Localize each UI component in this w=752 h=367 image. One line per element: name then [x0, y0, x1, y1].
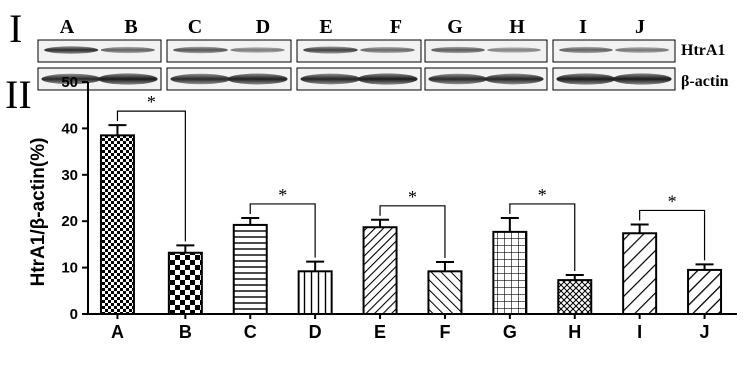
- x-tick-label-h: H: [568, 322, 581, 342]
- blot-box-htra1-5: [552, 39, 676, 63]
- blot-lane-label-a: A: [60, 16, 75, 38]
- y-tick-label-50: 50: [61, 74, 78, 91]
- bar-d: [297, 270, 333, 316]
- blot-lane-label-f: F: [390, 16, 402, 38]
- blot-band-htra1-h: [487, 47, 541, 53]
- y-tick-label-20: 20: [61, 213, 78, 230]
- blot-box-htra1-1: [37, 39, 162, 63]
- blot-band-htra1-i: [559, 46, 613, 54]
- blot-lane-label-j: J: [635, 16, 645, 38]
- x-tick-label-a: A: [111, 322, 124, 342]
- blot-band-htra1-b: [100, 46, 155, 54]
- blot-lane-label-i: I: [579, 16, 587, 38]
- y-tick-label-0: 0: [70, 306, 78, 323]
- x-tick-label-g: G: [503, 322, 517, 342]
- blot-band-actin-d: [227, 73, 288, 85]
- blot-band-htra1-f: [360, 47, 415, 53]
- significance-label-2: *: [278, 185, 287, 205]
- bar-chart: 0 10 20 30 40 50 A B C D E F G H I J * * * * *: [61, 74, 737, 342]
- blot-band-htra1-a: [44, 46, 99, 54]
- blot-panel: A B C D E F G H I J: [37, 16, 676, 91]
- significance-bracket-4: [509, 203, 576, 272]
- x-tick-label-j: J: [700, 322, 710, 342]
- y-axis-label: HtrA1/β-actin(%): [28, 138, 49, 287]
- blot-row-label-htra1: HtrA1: [681, 42, 725, 59]
- y-tick-label-30: 30: [61, 167, 78, 184]
- x-tick-label-d: D: [309, 322, 322, 342]
- bar-e: [362, 226, 398, 315]
- blot-band-actin-i: [556, 73, 616, 85]
- panel-label-blot: I: [9, 6, 22, 51]
- blot-band-htra1-d: [230, 47, 285, 53]
- panel-label-chart: II: [5, 72, 32, 117]
- blot-box-htra1-3: [296, 39, 422, 63]
- significance-bracket-5: [639, 209, 706, 261]
- significance-bracket-1: [116, 110, 186, 242]
- blot-box-htra1-2: [166, 39, 292, 63]
- blot-band-actin-g: [428, 73, 488, 85]
- bar-i: [622, 232, 658, 316]
- blot-band-actin-e: [300, 73, 361, 85]
- blot-lane-label-h: H: [509, 16, 525, 38]
- x-tick-label-f: F: [439, 322, 450, 342]
- blot-box-htra1-4: [424, 39, 548, 63]
- bar-c: [232, 223, 268, 315]
- blot-row-label-beta-actin: β-actin: [681, 73, 729, 90]
- blot-band-actin-h: [484, 73, 544, 85]
- significance-bracket-2: [249, 203, 316, 258]
- y-tick-label-10: 10: [61, 260, 78, 277]
- bar-b: [167, 251, 203, 315]
- x-tick-label-e: E: [374, 322, 386, 342]
- blot-band-actin-c: [170, 73, 231, 85]
- blot-band-actin-f: [357, 73, 418, 85]
- blot-lane-label-e: E: [319, 16, 332, 38]
- bar-a: [99, 134, 135, 315]
- significance-bracket-3: [379, 205, 446, 259]
- bar-h: [557, 279, 593, 315]
- significance-label-1: *: [147, 92, 156, 112]
- blot-lane-label-g: G: [447, 16, 463, 38]
- blot-band-actin-b: [98, 73, 158, 85]
- blot-band-actin-j: [612, 73, 672, 85]
- blot-band-htra1-g: [431, 46, 485, 54]
- blot-lane-label-c: C: [188, 16, 202, 38]
- blot-band-htra1-j: [615, 47, 669, 53]
- blot-band-htra1-e: [303, 46, 358, 54]
- y-tick-label-40: 40: [61, 120, 78, 137]
- bar-g: [492, 230, 528, 315]
- x-tick-label-c: C: [244, 322, 257, 342]
- blot-lane-label-b: B: [124, 16, 137, 38]
- significance-label-4: *: [538, 185, 547, 205]
- blot-lane-label-d: D: [256, 16, 270, 38]
- significance-label-3: *: [408, 187, 417, 207]
- bar-f: [427, 270, 463, 316]
- blot-band-htra1-c: [173, 46, 228, 54]
- x-tick-label-b: B: [179, 322, 192, 342]
- bar-j: [687, 268, 723, 316]
- significance-label-5: *: [668, 191, 677, 211]
- x-tick-label-i: I: [637, 322, 642, 342]
